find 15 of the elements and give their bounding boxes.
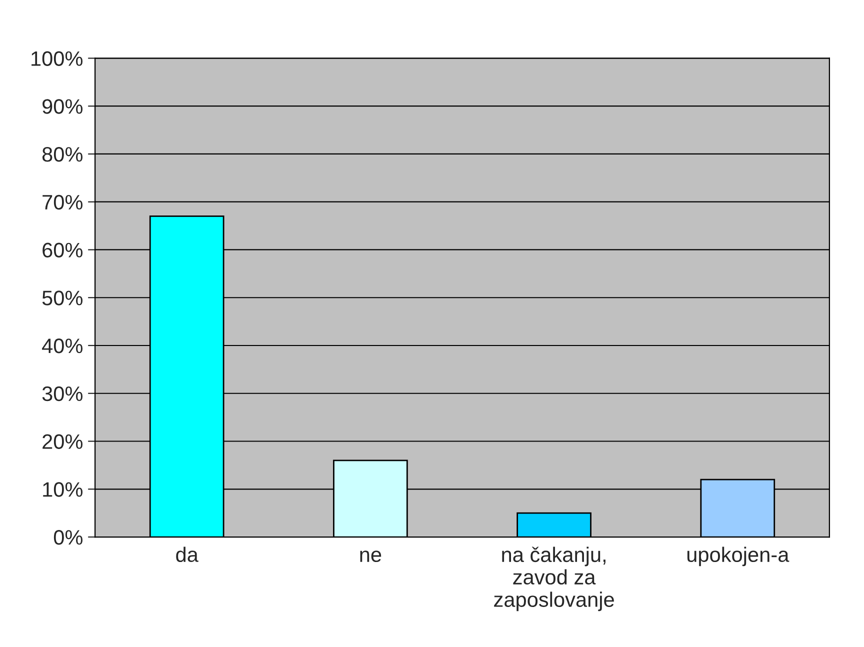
x-tick-label: upokojen-a xyxy=(687,546,790,566)
y-tick-label: 100% xyxy=(32,51,82,66)
y-tick-label: 70% xyxy=(42,194,82,210)
y-tick-label: 20% xyxy=(42,434,82,450)
y-tick-label: 60% xyxy=(42,242,82,258)
x-tick-label: ne xyxy=(360,550,382,562)
y-tick-label: 80% xyxy=(42,146,82,162)
x-tick-label: na čakanju, zavod za zaposlovanje xyxy=(494,546,614,612)
y-tick-label: 40% xyxy=(42,338,82,354)
y-tick-label: 50% xyxy=(42,290,82,306)
y-tick-label: 90% xyxy=(42,99,82,114)
y-tick-label: 10% xyxy=(43,482,82,497)
y-tick-label: 0% xyxy=(54,530,82,545)
x-tick-label: da xyxy=(176,546,198,562)
y-tick-label: 30% xyxy=(42,386,82,402)
